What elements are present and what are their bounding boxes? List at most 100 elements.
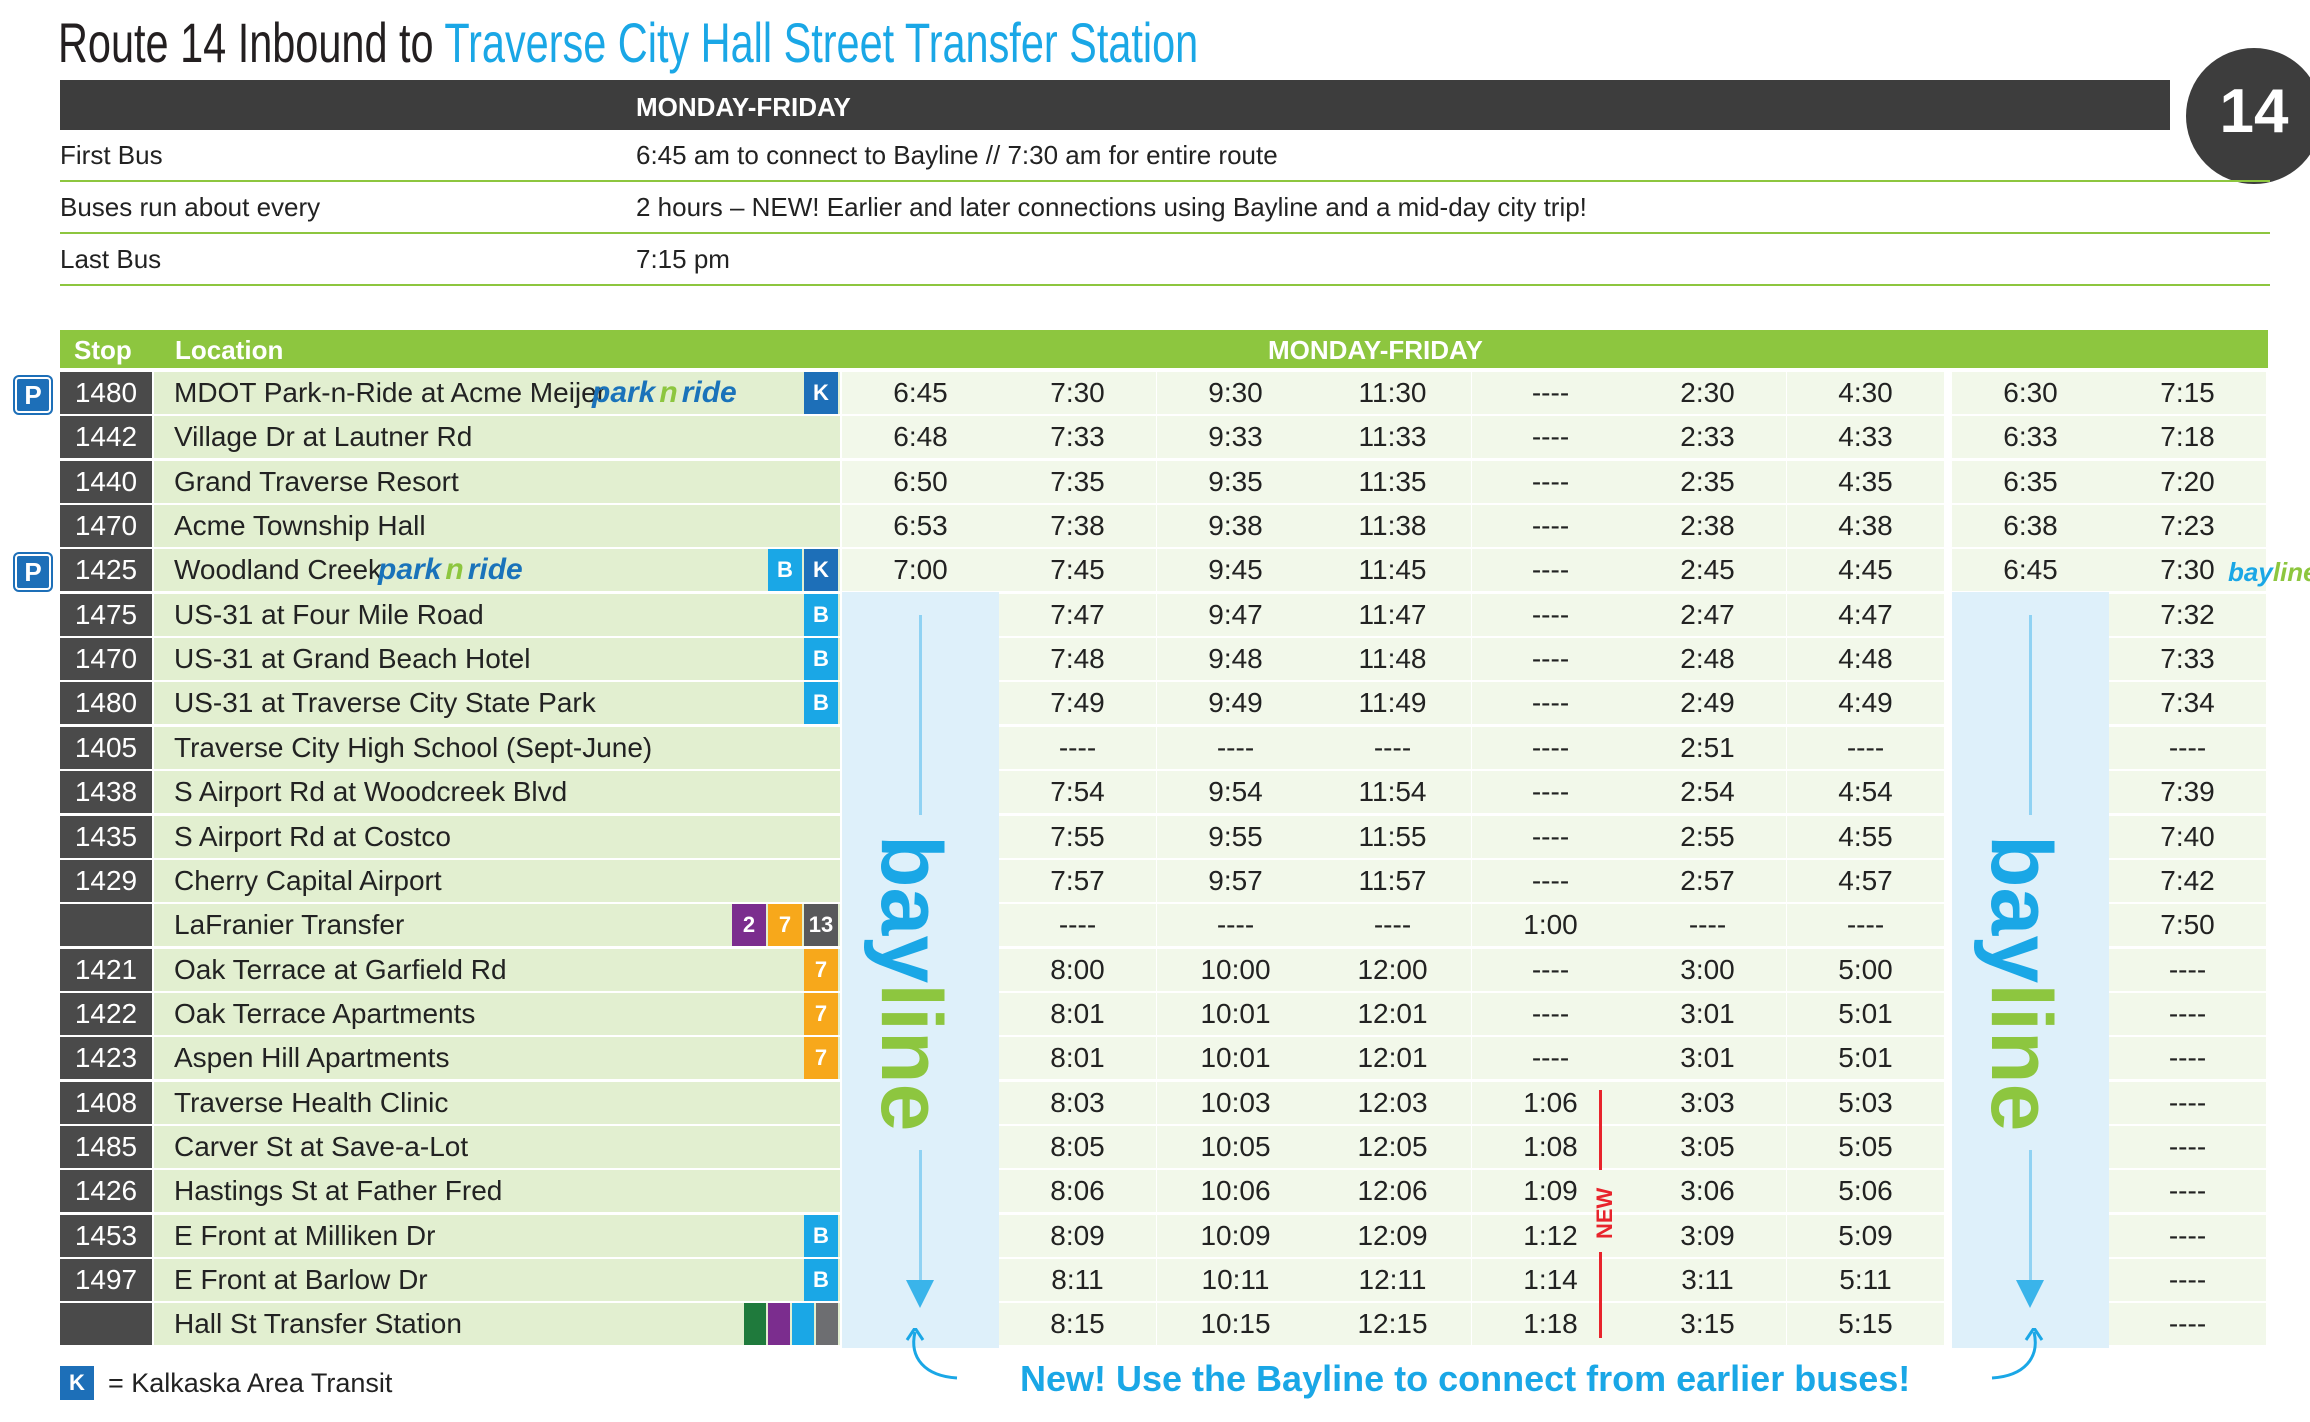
column-header-location: Location (175, 335, 284, 365)
table-row: 1421 Oak Terrace at Garfield Rd 7 8:00 10:00… (0, 949, 2310, 993)
info-row-last-bus: Last Bus 7:15 pm (60, 234, 2270, 286)
time-cell: 4:35 (1787, 461, 1944, 503)
location-cell: US-31 at Grand Beach Hotel (154, 638, 840, 680)
stop-number: 1438 (60, 771, 152, 813)
time-cell: ---- (1472, 682, 1629, 724)
time-cell: 5:05 (1787, 1126, 1944, 1168)
bayline-arrow-line (919, 615, 922, 815)
time-cell: 6:33 (1952, 416, 2109, 458)
service-days-label: MONDAY-FRIDAY (636, 92, 851, 122)
time-cell: 4:45 (1787, 549, 1944, 591)
location-cell: Oak Terrace at Garfield Rd (154, 949, 840, 991)
time-cell: 9:48 (1157, 638, 1314, 680)
time-cell: 8:15 (999, 1303, 1156, 1345)
location-cell: MDOT Park-n-Ride at Acme Meijer (154, 372, 840, 414)
time-cell: 5:11 (1787, 1259, 1944, 1301)
time-cell: ---- (1472, 860, 1629, 902)
time-cell: ---- (999, 727, 1156, 769)
new-trip-line (1599, 1090, 1602, 1170)
time-cell: 9:49 (1157, 682, 1314, 724)
time-cell: ---- (999, 904, 1156, 946)
stop-number: 1423 (60, 1037, 152, 1079)
location-cell: S Airport Rd at Woodcreek Blvd (154, 771, 840, 813)
stop-number: 1425 (60, 549, 152, 591)
column-header-stop: Stop (74, 335, 132, 365)
table-row: P 1425 Woodland Creek park n ride B K 7:00 7:45 9:… (0, 549, 2310, 593)
route-connection-badge (816, 1303, 838, 1345)
time-cell: ---- (1314, 904, 1471, 946)
time-cell: 4:49 (1787, 682, 1944, 724)
time-cell: 9:47 (1157, 594, 1314, 636)
time-cell: 12:06 (1314, 1170, 1471, 1212)
time-cell: 4:47 (1787, 594, 1944, 636)
time-cell: ---- (1472, 771, 1629, 813)
bayline-arrow-line (919, 1150, 922, 1280)
time-cell: 1:14 (1472, 1259, 1629, 1301)
time-cell: ---- (1472, 372, 1629, 414)
time-cell: 9:30 (1157, 372, 1314, 414)
location-cell: Woodland Creek (154, 549, 840, 591)
time-cell: ---- (1314, 727, 1471, 769)
curved-arrow-icon (905, 1328, 958, 1380)
bayline-small-logo: bayline (2228, 557, 2310, 587)
time-cell: 10:06 (1157, 1170, 1314, 1212)
time-cell: 6:30 (1952, 372, 2109, 414)
info-row-first-bus: First Bus 6:45 am to connect to Bayline … (60, 130, 2270, 182)
stop-location: LaFranier Transfer (174, 909, 405, 940)
time-cell: 6:45 (1952, 549, 2109, 591)
time-cell: 6:35 (1952, 461, 2109, 503)
table-row: 1475 US-31 at Four Mile Road B 7:47 9:47 11:4… (0, 594, 2310, 638)
park-n-ride-logo: park n ride (592, 376, 737, 409)
time-cell: 2:47 (1629, 594, 1786, 636)
table-row: 1440 Grand Traverse Resort 6:50 7:35 9:35 11:… (0, 461, 2310, 505)
time-cell: 7:18 (2109, 416, 2266, 458)
time-cell: 10:01 (1157, 1037, 1314, 1079)
time-cell: 4:57 (1787, 860, 1944, 902)
time-cell: 4:54 (1787, 771, 1944, 813)
time-cell: 12:01 (1314, 993, 1471, 1035)
table-row: 1435 S Airport Rd at Costco 7:55 9:55 11:55-… (0, 816, 2310, 860)
stop-location: S Airport Rd at Woodcreek Blvd (174, 776, 568, 807)
time-cell: ---- (1472, 549, 1629, 591)
time-cell: 7:20 (2109, 461, 2266, 503)
stop-location: Aspen Hill Apartments (174, 1042, 450, 1073)
time-cell: 7:39 (2109, 771, 2266, 813)
time-cell: ---- (1472, 1037, 1629, 1079)
time-cell: 5:00 (1787, 949, 1944, 991)
time-cell: 9:55 (1157, 816, 1314, 858)
bayline-arrow-line (2029, 1150, 2032, 1280)
time-cell: 11:38 (1314, 505, 1471, 547)
time-cell: 2:30 (1629, 372, 1786, 414)
time-cell: 10:09 (1157, 1215, 1314, 1257)
location-cell: US-31 at Four Mile Road (154, 594, 840, 636)
time-cell: 11:35 (1314, 461, 1471, 503)
time-cell: ---- (1472, 594, 1629, 636)
table-row: 1422 Oak Terrace Apartments 7 8:01 10:01 12:0… (0, 993, 2310, 1037)
time-cell: 8:05 (999, 1126, 1156, 1168)
time-cell: 12:00 (1314, 949, 1471, 991)
time-cell: ---- (1472, 727, 1629, 769)
time-cell: 4:30 (1787, 372, 1944, 414)
time-cell: 1:12 (1472, 1215, 1629, 1257)
stop-location: E Front at Milliken Dr (174, 1220, 436, 1251)
route-connection-badge (744, 1303, 766, 1345)
table-row: Hall St Transfer Station 8:15 10:15 12:15 1:… (0, 1303, 2310, 1347)
time-cell: 7:15 (2109, 372, 2266, 414)
info-label: Last Bus (60, 244, 162, 274)
time-cell: 11:54 (1314, 771, 1471, 813)
time-cell: 12:09 (1314, 1215, 1471, 1257)
stop-number: 1470 (60, 505, 152, 547)
time-cell: 3:03 (1629, 1082, 1786, 1124)
time-cell: 10:15 (1157, 1303, 1314, 1345)
route-connection-badge: 7 (804, 1037, 838, 1079)
time-cell: 9:33 (1157, 416, 1314, 458)
park-n-ride-logo: park n ride (378, 553, 523, 586)
time-cell: 7:30 (2109, 549, 2266, 591)
time-cell: 11:47 (1314, 594, 1471, 636)
time-cell: 7:34 (2109, 682, 2266, 724)
stop-location: Traverse City High School (Sept-June) (174, 732, 653, 763)
time-cell: 3:05 (1629, 1126, 1786, 1168)
table-row: 1405 Traverse City High School (Sept-June… (0, 727, 2310, 771)
time-cell: 5:09 (1787, 1215, 1944, 1257)
stop-location: Oak Terrace at Garfield Rd (174, 954, 507, 985)
